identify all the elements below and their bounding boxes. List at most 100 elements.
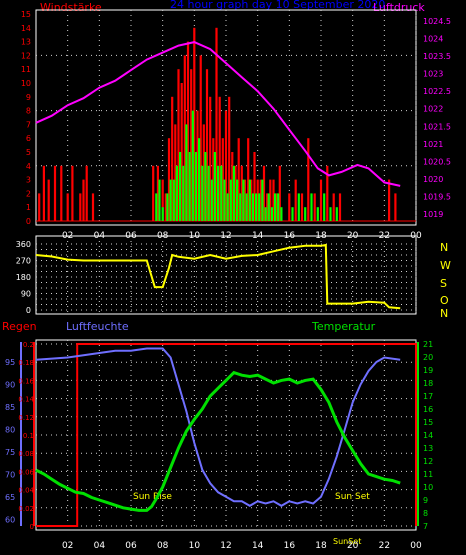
- wind-mean-bar: [255, 193, 258, 221]
- climate-x-tick: 12: [220, 541, 231, 551]
- wind-mean-bar: [182, 165, 185, 221]
- sunset-label: Sun Set: [335, 492, 370, 502]
- pressure-y-tick: 1022: [423, 105, 443, 114]
- wind-gust-bar: [171, 96, 174, 221]
- wind-y-tick: 2: [26, 189, 31, 198]
- humidity-y-tick: 90: [5, 380, 15, 389]
- humidity-y-tick: 60: [5, 515, 15, 524]
- pressure-y-tick: 1020: [423, 175, 443, 184]
- humidity-y-tick: 70: [5, 470, 15, 479]
- wind-gust-bar: [250, 179, 253, 221]
- wind-y-tick: 8: [26, 107, 31, 116]
- dir-letter-o: O: [440, 294, 449, 307]
- wind-y-tick: 12: [21, 51, 31, 60]
- wind-x-tick: 10: [189, 231, 201, 241]
- pressure-y-tick: 1020.5: [423, 157, 451, 166]
- rain-y-tick: 0.18: [18, 359, 34, 367]
- wind-gust-bar: [259, 179, 262, 221]
- wind-gust-bar: [221, 138, 224, 221]
- wind-gust-bar: [183, 55, 186, 222]
- wind-y-tick: 13: [21, 38, 31, 47]
- wind-y-tick: 5: [26, 148, 31, 157]
- wind-gust-bar: [224, 110, 228, 221]
- wind-mean-bar: [280, 207, 283, 221]
- wind-gust-bar: [269, 179, 272, 221]
- wind-gust-bar: [91, 193, 95, 221]
- pressure-y-tick: 1019: [423, 210, 443, 219]
- temperature-y-tick: 16: [423, 405, 433, 414]
- rain-line: [36, 343, 417, 527]
- pressure-line: [35, 41, 401, 187]
- rain-y-tick: 0.2: [23, 341, 34, 349]
- pressure-y-tick: 1024: [423, 35, 443, 44]
- wind-y-tick: 14: [21, 24, 31, 33]
- wind-mean-bar: [251, 193, 254, 221]
- wind-gust-bar: [332, 193, 335, 221]
- direction-line: [35, 243, 401, 310]
- wind-gust-bar: [234, 165, 237, 221]
- wind-gust-bar: [256, 179, 259, 221]
- pressure-axis-title: Luftdruck: [373, 1, 425, 14]
- wind-mean-bar: [207, 165, 210, 221]
- climate-x-tick: 22: [379, 541, 390, 551]
- climate-x-tick: 16: [284, 541, 296, 551]
- humidity-y-tick: 65: [5, 493, 15, 502]
- wind-gust-bar: [288, 193, 291, 221]
- humidity-line: [35, 347, 401, 507]
- temperature-axis-title: Temperatur: [311, 320, 376, 333]
- wind-gust-bar: [202, 124, 205, 221]
- wind-mean-bar: [258, 193, 261, 221]
- humidity-y-tick: 75: [5, 448, 15, 457]
- temperature-y-tick: 17: [423, 392, 433, 401]
- rain-y-tick: 0.1: [23, 432, 34, 440]
- temperature-y-tick: 10: [423, 483, 433, 492]
- temperature-y-tick: 12: [423, 457, 433, 466]
- wind-y-tick: 7: [26, 120, 31, 129]
- humidity-y-tick: 95: [5, 358, 15, 367]
- rain-y-tick: 0.16: [18, 377, 34, 385]
- wind-mean-bar: [242, 179, 245, 221]
- wind-gust-bar: [196, 110, 199, 221]
- dir-y-tick: 270: [16, 257, 31, 266]
- wind-gust-bar: [180, 83, 183, 221]
- wind-y-tick: 3: [26, 176, 31, 185]
- wind-mean-bar: [261, 179, 264, 221]
- pressure-y-tick: 1022.5: [423, 87, 451, 96]
- wind-y-tick: 4: [26, 162, 31, 171]
- wind-mean-bar: [323, 193, 326, 221]
- wind-gust-bar: [205, 69, 209, 221]
- wind-x-tick: 20: [347, 231, 359, 241]
- climate-x-tick: 18: [315, 541, 327, 551]
- wind-mean-bar: [194, 152, 197, 221]
- temperature-y-tick: 8: [423, 509, 428, 518]
- wind-x-tick: 00: [410, 231, 422, 241]
- wind-mean-bar: [310, 193, 313, 221]
- temperature-y-tick: 20: [423, 353, 433, 362]
- wind-gust-bar: [174, 124, 177, 221]
- climate-x-tick: 06: [125, 541, 137, 551]
- humidity-y-tick: 80: [5, 425, 15, 434]
- wind-gust-bar: [167, 138, 171, 221]
- temperature-y-tick: 13: [423, 444, 433, 453]
- wind-mean-bar: [220, 165, 223, 221]
- wind-mean-bar: [274, 193, 277, 221]
- wind-x-tick: 22: [379, 231, 390, 241]
- wind-gust-bar: [247, 138, 250, 221]
- wind-gust-bar: [85, 165, 88, 221]
- wind-mean-bar: [239, 193, 242, 221]
- wind-x-tick: 18: [315, 231, 327, 241]
- wind-gust-bar: [307, 138, 310, 221]
- climate-x-tick: 04: [94, 541, 106, 551]
- wind-mean-bar: [277, 193, 280, 221]
- wind-gust-bar: [42, 165, 45, 221]
- dir-y-tick: 360: [16, 240, 31, 249]
- dir-y-tick: 0: [26, 306, 31, 315]
- wind-gust-bar: [161, 179, 164, 221]
- wind-gust-bar: [193, 27, 196, 221]
- climate-x-tick: 20: [347, 541, 359, 551]
- humidity-y-tick: 85: [5, 403, 15, 412]
- wind-mean-bar: [161, 207, 164, 221]
- rain-axis-title: Regen: [2, 320, 37, 333]
- wind-gust-bar: [38, 193, 41, 221]
- wind-mean-bar: [191, 110, 194, 221]
